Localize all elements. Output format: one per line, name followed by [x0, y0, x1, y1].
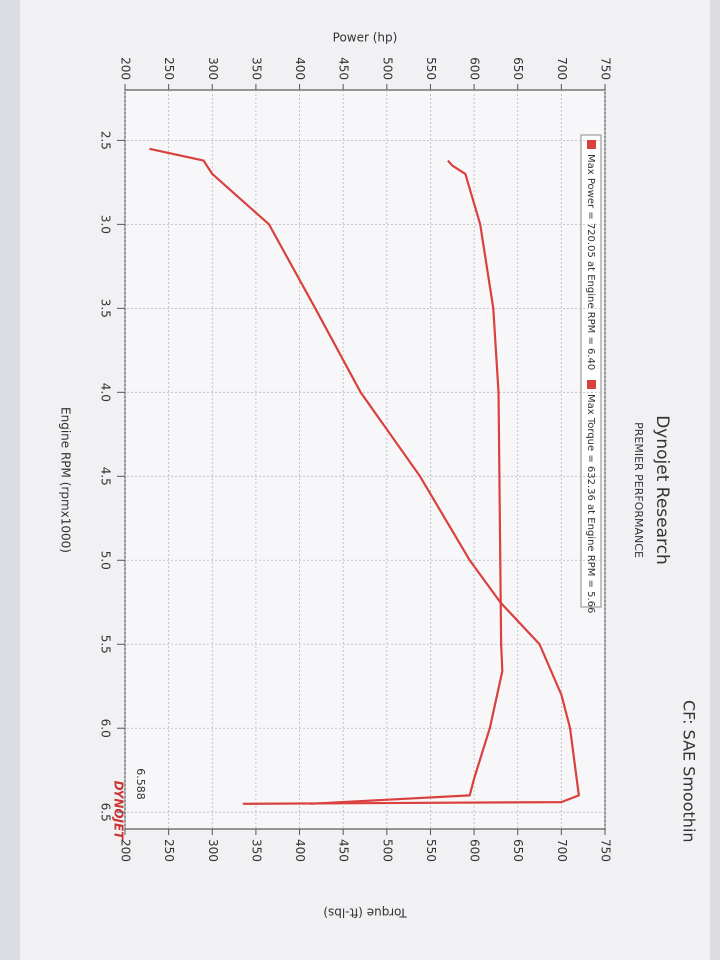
x-tick-label: 4.5	[99, 467, 113, 486]
y2-tick-label: 300	[206, 839, 220, 862]
y2-tick-label: 400	[293, 839, 307, 862]
x-tick-label: 2.5	[99, 131, 113, 150]
y2-tick-label: 600	[468, 839, 482, 862]
x-tick-label: 3.0	[99, 215, 113, 234]
y-tick-label: 300	[206, 57, 220, 80]
y-axis-label: Power (hp)	[333, 31, 398, 45]
legend-label: Max Torque = 632.36 at Engine RPM = 5.66	[585, 394, 596, 613]
y-tick-label: 600	[468, 57, 482, 80]
corner-note: CF: SAE Smoothin	[680, 700, 699, 843]
y-tick-label: 750	[599, 57, 613, 80]
y-tick-label: 450	[337, 57, 351, 80]
y2-tick-label: 200	[119, 839, 133, 862]
annotation: 6.588	[134, 768, 147, 800]
x-tick-label: 6.0	[99, 719, 113, 738]
y-tick-label: 550	[424, 57, 438, 80]
y2-tick-label: 700	[555, 839, 569, 862]
y-tick-label: 700	[555, 57, 569, 80]
y-tick-label: 250	[162, 57, 176, 80]
y-tick-label: 350	[249, 57, 263, 80]
x-tick-label: 6.5	[99, 803, 113, 822]
y2-tick-label: 250	[162, 839, 176, 862]
y2-tick-label: 750	[599, 839, 613, 862]
legend-swatch	[587, 140, 596, 149]
y-tick-label: 200	[119, 57, 133, 80]
legend-label: Max Power = 720.05 at Engine RPM = 6.40	[585, 154, 596, 370]
x-tick-label: 5.5	[99, 635, 113, 654]
y2-tick-label: 350	[249, 839, 263, 862]
y2-tick-label: 650	[511, 839, 525, 862]
plot-area	[124, 89, 606, 830]
y2-axis-label: Torque (ft-lbs)	[323, 906, 407, 920]
chart-subtitle: PREMIER PERFORMANCE	[632, 422, 645, 558]
y2-tick-label: 550	[424, 839, 438, 862]
rotated-chart: Dynojet Research PREMIER PERFORMANCE CF:…	[59, 31, 699, 920]
y-tick-label: 650	[511, 57, 525, 80]
y2-tick-label: 500	[380, 839, 394, 862]
y-tick-label: 500	[380, 57, 394, 80]
logo: DYNOJET	[112, 781, 126, 841]
chart-title: Dynojet Research	[652, 415, 672, 565]
legend-swatch	[587, 380, 596, 389]
x-tick-label: 4.0	[99, 383, 113, 402]
y2-tick-label: 450	[337, 839, 351, 862]
series-line	[309, 159, 504, 805]
y-tick-label: 400	[293, 57, 307, 80]
legend-box	[580, 134, 602, 608]
x-tick-label: 3.5	[99, 299, 113, 318]
x-tick-label: 5.0	[99, 551, 113, 570]
x-axis-label: Engine RPM (rpmx1000)	[59, 407, 73, 553]
series-line	[149, 147, 580, 805]
